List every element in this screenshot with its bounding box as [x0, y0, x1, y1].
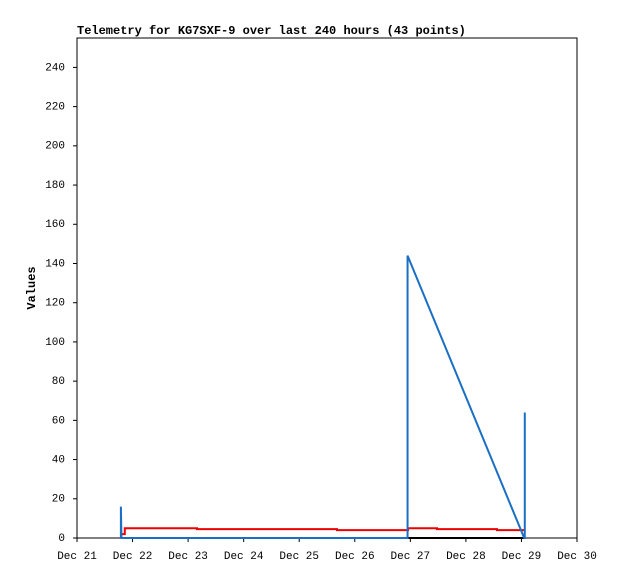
- y-tick-label: 80: [52, 376, 65, 388]
- y-tick-label: 120: [45, 298, 65, 310]
- x-tick-label: Dec 24: [224, 551, 264, 563]
- chart-title: Telemetry for KG7SXF-9 over last 240 hou…: [77, 24, 466, 38]
- y-tick-label: 200: [45, 141, 65, 153]
- y-tick-label: 40: [52, 454, 65, 466]
- series-line: [120, 527, 525, 536]
- x-tick-label: Dec 28: [446, 551, 486, 563]
- y-tick-label: 220: [45, 102, 65, 114]
- y-tick-label: 180: [45, 180, 65, 192]
- x-tick-label: Dec 26: [335, 551, 375, 563]
- y-axis-label: Values: [25, 266, 39, 309]
- x-tick-label: Dec 25: [279, 551, 319, 563]
- y-tick-label: 100: [45, 337, 65, 349]
- x-tick-label: Dec 22: [113, 551, 153, 563]
- y-tick-label: 240: [45, 62, 65, 74]
- x-tick-label: Dec 21: [57, 551, 97, 563]
- x-tick-label: Dec 27: [391, 551, 431, 563]
- series-line: [119, 255, 526, 539]
- plot-frame: [76, 37, 578, 539]
- y-tick-label: 0: [58, 533, 65, 545]
- x-tick-label: Dec 29: [502, 551, 542, 563]
- y-tick-label: 160: [45, 219, 65, 231]
- y-tick-label: 60: [52, 415, 65, 427]
- y-tick-label: 140: [45, 258, 65, 270]
- x-tick-label: Dec 30: [557, 551, 597, 563]
- x-tick-label: Dec 23: [168, 551, 208, 563]
- y-tick-label: 20: [52, 494, 65, 506]
